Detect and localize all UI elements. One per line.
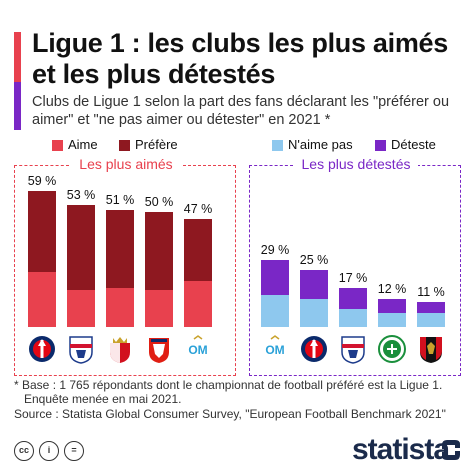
page-title: Ligue 1 : les clubs les plus aimés et le… <box>32 28 448 89</box>
bar-segment-aime <box>28 271 56 327</box>
creative-commons-icon[interactable]: cc <box>14 441 34 461</box>
bar-value-label: 17 % <box>338 270 368 285</box>
bar-segment-deteste <box>417 301 445 314</box>
legend-label-prefere: Préfère <box>135 137 178 152</box>
bar-segment-naime-pas <box>261 294 289 327</box>
bar-segment-prefere <box>67 205 95 291</box>
title-accent-bar-purple <box>14 82 21 130</box>
bar-segment-naime-pas <box>378 313 406 327</box>
bar-value-label: 51 % <box>105 192 135 207</box>
bar-segment-prefere <box>28 191 56 272</box>
no-derivatives-icon[interactable]: = <box>64 441 84 461</box>
bar-segment-deteste <box>339 287 367 309</box>
bar-segment-aime <box>67 290 95 327</box>
statista-logo-icon <box>442 440 460 460</box>
olympique-de-marseille-crest-icon: OM <box>261 334 289 364</box>
bar-segment-naime-pas <box>300 299 328 327</box>
bar-segment-deteste <box>261 260 289 295</box>
bar-segment-deteste <box>378 299 406 314</box>
title-accent-bar-red <box>14 32 21 82</box>
as-saint-etienne-crest-icon <box>378 334 406 364</box>
panel-title-most-liked: Les plus aimés <box>70 156 182 172</box>
psg-crest-icon <box>28 334 56 364</box>
bar-segment-aime <box>106 287 134 327</box>
bar-segment-deteste <box>300 269 328 300</box>
panel-border-top-left <box>14 165 69 166</box>
bar-value-label: 12 % <box>377 282 407 297</box>
legend-swatch-naime-pas <box>272 140 283 151</box>
bar-value-label: 25 % <box>299 252 329 267</box>
olympique-lyonnais-crest-icon <box>339 334 367 364</box>
as-monaco-crest-icon <box>106 334 134 364</box>
psg-crest-icon <box>300 334 328 364</box>
bar-value-label: 47 % <box>183 201 213 216</box>
footnote-base: * Base : 1 765 répondants dont le champi… <box>14 378 443 392</box>
bar-value-label: 29 % <box>260 243 290 258</box>
attribution-icon[interactable]: i <box>39 441 59 461</box>
chart-panel-most-liked: Les plus aimés <box>14 156 236 376</box>
bar-segment-aime <box>184 281 212 327</box>
panel-border-top-right <box>417 165 461 166</box>
bar-segment-aime <box>145 290 173 327</box>
bar-value-label: 59 % <box>27 174 57 189</box>
bar-value-label: 53 % <box>66 188 96 203</box>
panel-border-top-left <box>249 165 293 166</box>
legend-swatch-prefere <box>119 140 130 151</box>
losc-crest-icon <box>145 334 173 364</box>
legend-swatch-aime <box>52 140 63 151</box>
bar-segment-prefere <box>106 209 134 288</box>
ogc-nice-crest-icon <box>417 334 445 364</box>
legend-label-aime: Aime <box>68 137 98 152</box>
statista-logo-text[interactable]: statista <box>352 433 450 466</box>
legend-label-naime-pas: N'aime pas <box>288 137 353 152</box>
page-subtitle: Clubs de Ligue 1 selon la part des fans … <box>32 94 450 128</box>
bar-segment-naime-pas <box>339 308 367 327</box>
bar-segment-prefere <box>145 212 173 291</box>
panel-title-most-hated: Les plus détestés <box>294 156 418 172</box>
olympique-lyonnais-crest-icon <box>67 334 95 364</box>
footnote-source: Source : Statista Global Consumer Survey… <box>14 407 446 421</box>
bar-segment-naime-pas <box>417 313 445 327</box>
legend-label-deteste: Déteste <box>391 137 436 152</box>
bar-value-label: 11 % <box>417 284 445 299</box>
footnote-survey-date: Enquête menée en mai 2021. <box>24 392 182 406</box>
bar-segment-prefere <box>184 218 212 281</box>
legend-swatch-deteste <box>375 140 386 151</box>
chart-panel-most-hated: Les plus détestés <box>249 156 461 376</box>
svg-text:OM: OM <box>188 343 207 357</box>
bar-value-label: 50 % <box>144 195 174 209</box>
svg-text:OM: OM <box>265 343 284 357</box>
olympique-de-marseille-crest-icon: OM <box>184 334 212 364</box>
panel-border-top-right <box>183 165 236 166</box>
